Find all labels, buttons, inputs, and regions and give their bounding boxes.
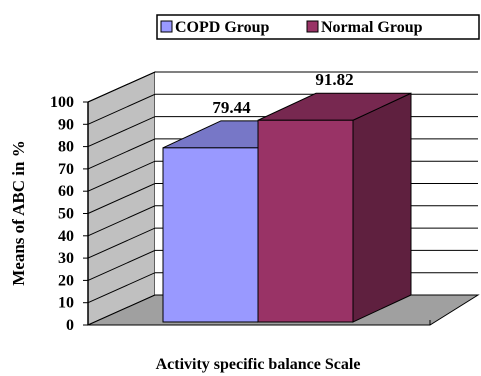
gridline [87,71,478,103]
y-tick-label: 10 [58,295,74,312]
data-labels: 79.44 91.82 [212,70,353,117]
y-tick-label: 60 [58,183,74,200]
legend: COPD Group Normal Group [156,14,480,40]
y-tick-label: 20 [58,272,74,289]
y-tick-label: 70 [58,161,74,178]
bar-side [352,92,412,323]
y-tick-label: 100 [50,94,74,111]
y-tick-label: 0 [66,317,74,334]
bars [162,92,412,323]
bar-normal-group [257,92,412,323]
data-label: 91.82 [315,70,353,89]
y-axis-label: Means of ABC in % [9,140,28,285]
y-tick-label: 40 [58,228,74,245]
legend-label-copd: COPD Group [175,19,269,36]
bar-front [162,147,259,323]
data-label: 79.44 [212,98,251,117]
bar-front [257,119,354,323]
y-tick-label: 90 [58,116,74,133]
legend-swatch-normal [306,20,319,33]
y-tick-label: 30 [58,250,74,267]
x-axis-label: Activity specific balance Scale [156,356,361,373]
y-tick-label: 80 [58,139,74,156]
y-tick-label: 50 [58,206,74,223]
legend-label-normal: Normal Group [321,19,423,36]
legend-swatch-copd [160,20,173,33]
y-axis-ticks: 0 10 20 30 40 50 60 70 80 90 100 [50,94,88,334]
